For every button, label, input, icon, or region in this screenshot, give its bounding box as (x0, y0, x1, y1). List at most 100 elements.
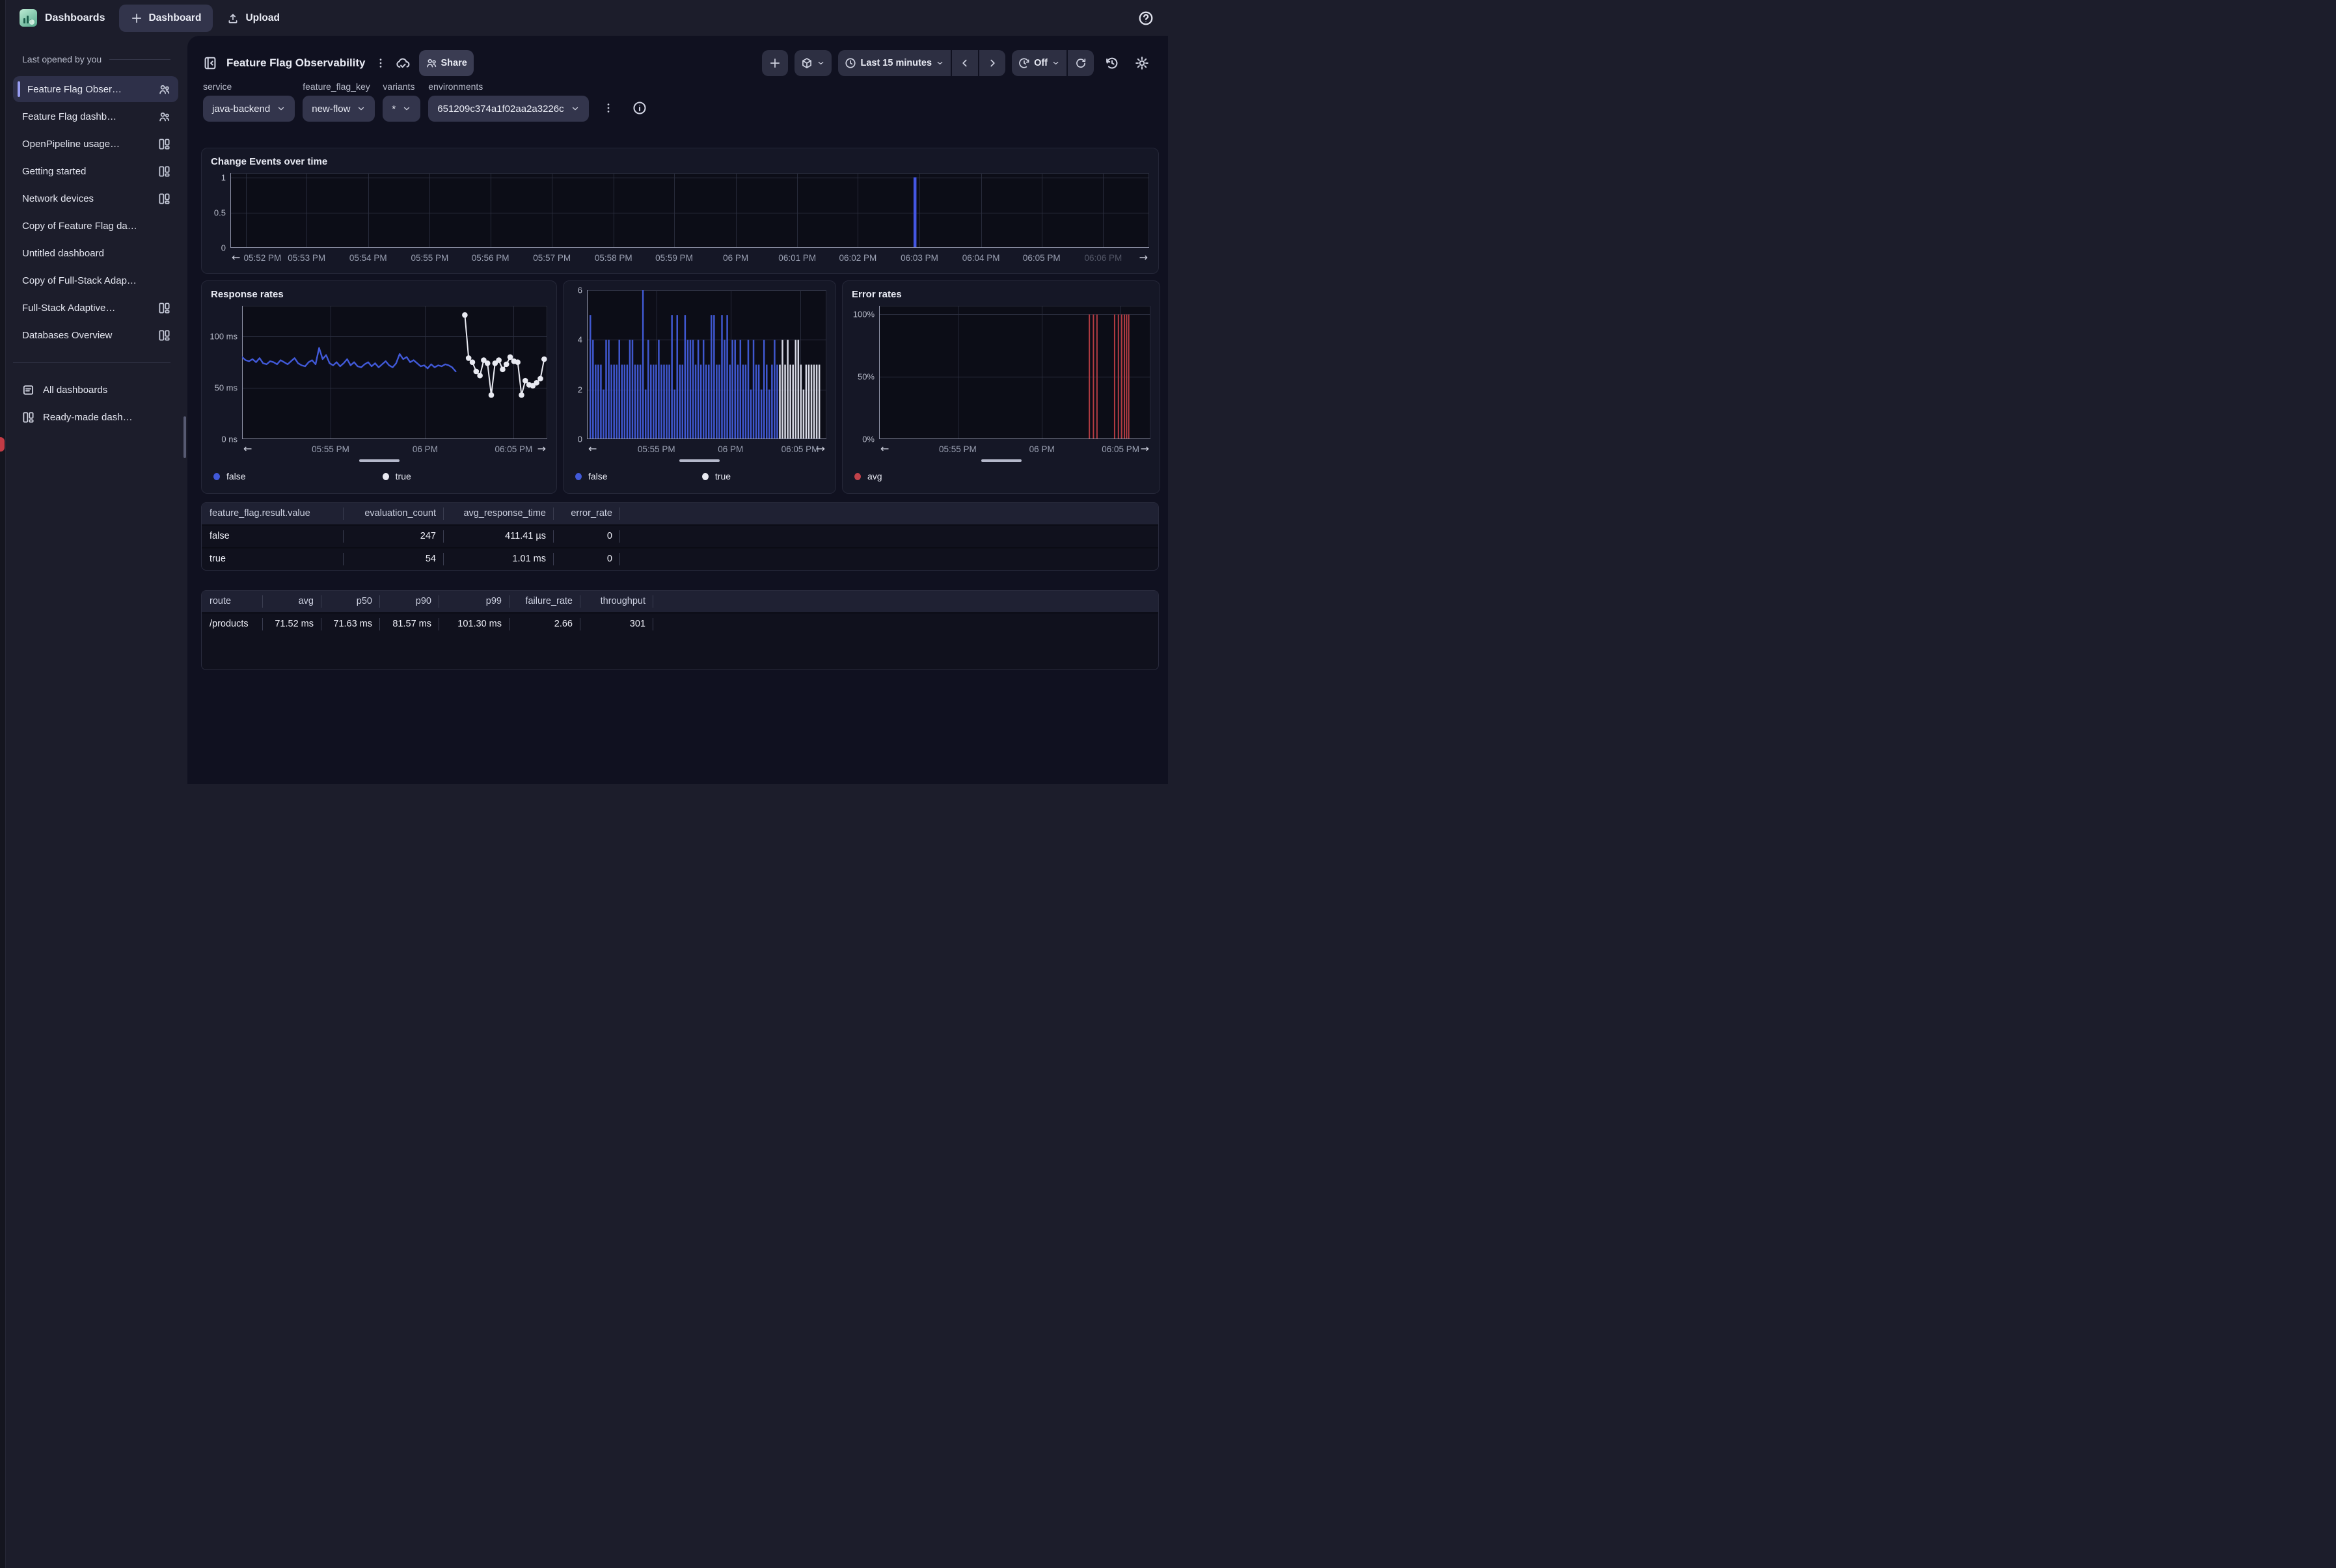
table-row: true 54 1.01 ms 0 (202, 547, 1158, 570)
table-header-cell[interactable]: error_rate (554, 503, 620, 524)
legend-item-false[interactable]: false (575, 471, 608, 481)
upload-label: Upload (245, 12, 280, 23)
sidebar-item[interactable]: Getting started (13, 158, 178, 184)
sidebar-item[interactable]: Databases Overview (13, 322, 178, 348)
x-axis-label: 05:53 PM (288, 253, 326, 263)
kebab-menu-icon[interactable] (375, 57, 387, 69)
environment-selector[interactable] (795, 50, 832, 76)
legend-item-true[interactable]: true (701, 471, 731, 481)
panel-evaluations: 6 4 2 0 ← 05:55 PM 06 PM 06:05 PM → false true (563, 280, 836, 494)
table-header-cell[interactable]: p90 (380, 591, 439, 612)
scroll-hint[interactable] (359, 459, 400, 462)
info-icon[interactable] (628, 96, 651, 120)
filter-chip-service[interactable]: java-backend (203, 96, 295, 122)
x-axis-label: 05:55 PM (312, 444, 349, 454)
pan-left-arrow[interactable]: ← (588, 442, 597, 455)
evaluations-plot[interactable] (587, 290, 826, 439)
settings-gear-icon[interactable] (1130, 51, 1154, 75)
table-header-cell[interactable]: failure_rate (509, 591, 580, 612)
y-axis-label: 1 (221, 172, 226, 182)
error-rates-plot[interactable] (879, 306, 1150, 439)
y-axis-label: 0 ns (221, 434, 238, 444)
pan-right-arrow[interactable]: → (816, 442, 825, 455)
refresh-icon (1075, 57, 1087, 69)
chevron-down-icon (1052, 57, 1060, 69)
chevron-right-icon (986, 57, 998, 69)
time-back-button[interactable] (952, 50, 979, 76)
sidebar-item[interactable]: Feature Flag dashb… (13, 103, 178, 129)
table-header-cell[interactable]: route (202, 591, 263, 612)
x-axis-label: 05:55 PM (939, 444, 977, 454)
filter-chip-feature_flag_key[interactable]: new-flow (303, 96, 375, 122)
y-axis-label: 0% (862, 434, 875, 444)
legend-item-avg[interactable]: avg (854, 471, 882, 481)
people-icon (426, 57, 437, 69)
pan-right-arrow[interactable]: → (1140, 442, 1149, 455)
share-button[interactable]: Share (418, 50, 474, 76)
pan-right-arrow[interactable]: → (537, 442, 546, 455)
auto-refresh-selector[interactable]: Off (1012, 50, 1066, 76)
filter-row: service java-backend feature_flag_key new-f… (187, 76, 1168, 122)
sidebar-item[interactable]: Copy of Feature Flag da… (13, 213, 178, 239)
pan-left-arrow[interactable]: ← (232, 251, 241, 264)
scroll-hint[interactable] (981, 459, 1022, 462)
table-header-cell[interactable]: p50 (321, 591, 380, 612)
routes-table: route avg p50 p90 p99 failure_rate throughput /… (201, 590, 1159, 670)
x-axis-label: 06:04 PM (962, 253, 1000, 263)
cloud-sync-icon[interactable] (396, 56, 410, 70)
y-axis-label: 0 (221, 243, 226, 253)
x-axis-label: 05:59 PM (655, 253, 693, 263)
x-axis-label: 05:58 PM (594, 253, 632, 263)
table-header-row: route avg p50 p90 p99 failure_rate throughput (202, 591, 1158, 612)
upload-button[interactable]: Upload (227, 12, 280, 24)
filter-kebab-icon[interactable] (597, 96, 620, 120)
help-icon[interactable] (1138, 10, 1154, 26)
response-rates-plot[interactable] (242, 306, 547, 439)
sidebar-item[interactable]: Copy of Full-Stack Adap… (13, 267, 178, 293)
add-panel-button[interactable] (762, 50, 789, 76)
legend-item-true[interactable]: true (382, 471, 411, 481)
sidebar-item[interactable]: Network devices (13, 185, 178, 211)
pan-right-arrow[interactable]: → (1139, 251, 1148, 264)
collapse-panel-icon[interactable] (203, 56, 217, 70)
legend-item-false[interactable]: false (213, 471, 246, 481)
sidebar-footer-item[interactable]: All dashboards (13, 376, 187, 403)
sidebar-footer-item[interactable]: Ready-made dash… (13, 403, 187, 431)
table-header-cell[interactable]: p99 (439, 591, 509, 612)
x-axis-label: 05:55 PM (411, 253, 449, 263)
pan-left-arrow[interactable]: ← (243, 442, 252, 455)
time-range-selector[interactable]: Last 15 minutes (838, 50, 951, 76)
sidebar-item[interactable]: OpenPipeline usage… (13, 131, 178, 157)
scroll-hint[interactable] (679, 459, 720, 462)
table-header-cell[interactable]: throughput (580, 591, 653, 612)
pan-left-arrow[interactable]: ← (880, 442, 890, 455)
x-axis-label: 05:52 PM (243, 253, 282, 263)
time-range-label: Last 15 minutes (860, 58, 932, 68)
sidebar-item-label: Feature Flag Obser… (27, 83, 122, 95)
refresh-button[interactable] (1068, 50, 1094, 76)
clock-icon (845, 57, 856, 69)
new-dashboard-button[interactable]: Dashboard (119, 4, 213, 32)
sidebar-item[interactable]: Full-Stack Adaptive… (13, 295, 178, 321)
time-forward-button[interactable] (979, 50, 1006, 76)
table-header-cell[interactable]: evaluation_count (344, 503, 444, 524)
history-icon[interactable] (1100, 51, 1124, 75)
notification-badge[interactable] (0, 437, 5, 452)
chevron-left-icon (959, 57, 971, 69)
filter-chip-environments[interactable]: 651209c374a1f02aa2a3226c (428, 96, 589, 122)
filter-chip-variants[interactable]: * (383, 96, 421, 122)
dashboard-title: Feature Flag Observability (226, 57, 366, 69)
sidebar-item[interactable]: Feature Flag Obser… (13, 76, 178, 102)
sidebar-scrollbar[interactable] (183, 416, 186, 458)
y-axis-label: 50% (857, 372, 875, 382)
sidebar-item-label: Network devices (22, 193, 94, 204)
dashboard-content: Change Events over time 1 0.5 0 ← 05:52 PM 0… (187, 122, 1168, 670)
change-events-plot[interactable] (230, 173, 1149, 248)
table-header-cell[interactable]: avg (263, 591, 321, 612)
table-header-cell[interactable]: feature_flag.result.value (202, 503, 344, 524)
sidebar-item[interactable]: Untitled dashboard (13, 240, 178, 266)
app-brand[interactable]: Dashboards (20, 9, 105, 27)
sidebar-item-label: Getting started (22, 165, 87, 177)
people-icon (158, 83, 170, 96)
table-header-cell[interactable]: avg_response_time (444, 503, 554, 524)
